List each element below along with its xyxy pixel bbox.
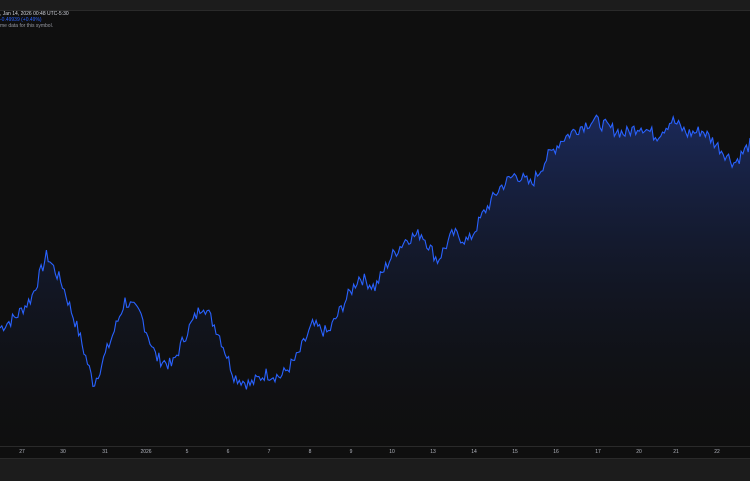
price-area xyxy=(0,115,750,446)
x-tick-label: 13 xyxy=(430,449,436,455)
x-tick-label: 20 xyxy=(636,449,642,455)
x-tick-label: 15 xyxy=(512,449,518,455)
price-line xyxy=(0,114,750,390)
x-tick-label: 22 xyxy=(714,449,720,455)
x-tick-label: 9 xyxy=(349,449,353,455)
legend-date: , Jan 14, 2026 00:48 UTC-5:30 xyxy=(0,11,69,17)
bottom-toolbar xyxy=(0,458,750,481)
x-tick-label: 8 xyxy=(308,449,312,455)
x-tick-label: 17 xyxy=(595,449,601,455)
legend-change: -0.49939 (+0.49%) xyxy=(0,17,42,23)
x-tick-label: 27 xyxy=(19,449,25,455)
x-tick-label: 21 xyxy=(673,449,679,455)
x-tick-label: 6 xyxy=(226,449,230,455)
price-chart[interactable] xyxy=(0,0,750,446)
x-tick-label: 14 xyxy=(471,449,477,455)
x-tick-label: 30 xyxy=(60,449,66,455)
x-tick-label: 31 xyxy=(102,449,108,455)
x-tick-label: 7 xyxy=(267,449,271,455)
x-tick-label: 10 xyxy=(389,449,395,455)
x-tick-label: 16 xyxy=(553,449,559,455)
x-tick-label: 5 xyxy=(185,449,189,455)
top-toolbar xyxy=(0,0,750,11)
x-tick-label: 2026 xyxy=(140,449,152,455)
symbol-legend: , Jan 14, 2026 00:48 UTC-5:30 -0.49939 (… xyxy=(0,11,69,29)
time-axis[interactable] xyxy=(0,446,750,459)
legend-notice: me data for this symbol. xyxy=(0,23,54,29)
